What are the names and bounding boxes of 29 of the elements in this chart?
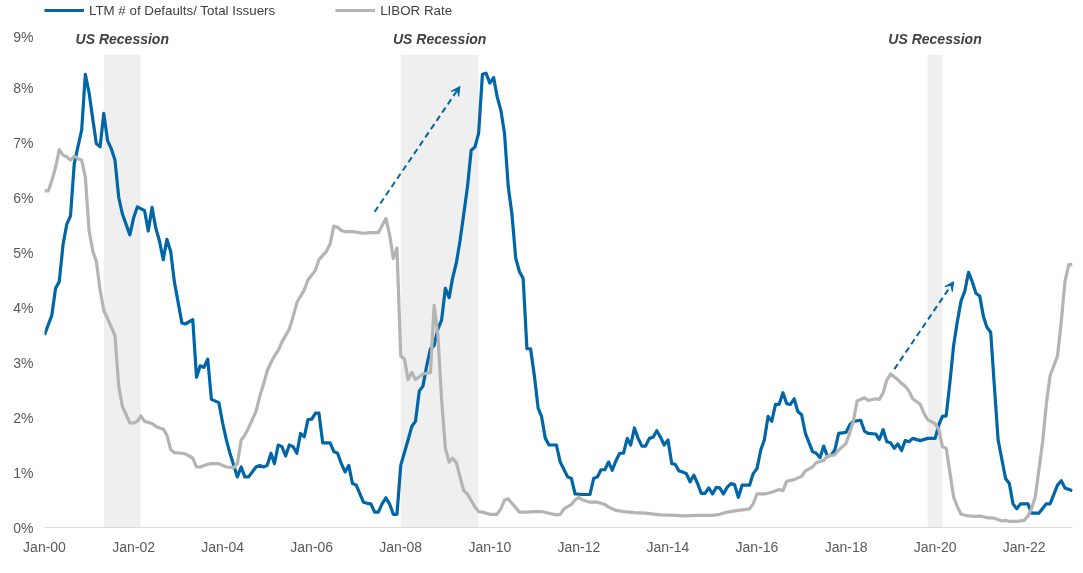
x-tick-label: Jan-16: [735, 538, 779, 555]
x-tick-label: Jan-22: [1002, 538, 1046, 555]
band-label: US Recession: [75, 30, 169, 47]
band-label: US Recession: [393, 30, 487, 47]
legend-label: LTM # of Defaults/ Total Issuers: [89, 2, 276, 18]
y-tick-label: 4%: [13, 299, 34, 316]
y-tick-label: 8%: [13, 79, 34, 96]
x-tick-label: Jan-14: [646, 538, 690, 555]
x-tick-label: Jan-12: [557, 538, 601, 555]
y-tick-label: 6%: [13, 189, 34, 206]
band-label: US Recession: [888, 30, 982, 47]
x-tick-label: Jan-18: [824, 538, 868, 555]
x-tick-label: Jan-08: [379, 538, 423, 555]
y-tick-label: 1%: [13, 464, 34, 481]
y-tick-label: 3%: [13, 354, 34, 371]
y-tick-label: 5%: [13, 244, 34, 261]
line-series: [44, 148, 1073, 524]
line-series: [44, 71, 1073, 516]
x-tick-label: Jan-20: [913, 538, 957, 555]
x-tick-label: Jan-00: [23, 538, 67, 555]
x-tick-label: Jan-04: [201, 538, 245, 555]
y-tick-label: 2%: [13, 409, 34, 426]
y-tick-label: 7%: [13, 134, 34, 151]
x-tick-label: Jan-02: [112, 538, 156, 555]
legend-label: LIBOR Rate: [380, 2, 453, 18]
x-tick-label: Jan-10: [468, 538, 512, 555]
x-tick-label: Jan-06: [290, 538, 334, 555]
y-tick-label: 0%: [13, 519, 34, 536]
y-tick-label: 9%: [13, 28, 34, 45]
